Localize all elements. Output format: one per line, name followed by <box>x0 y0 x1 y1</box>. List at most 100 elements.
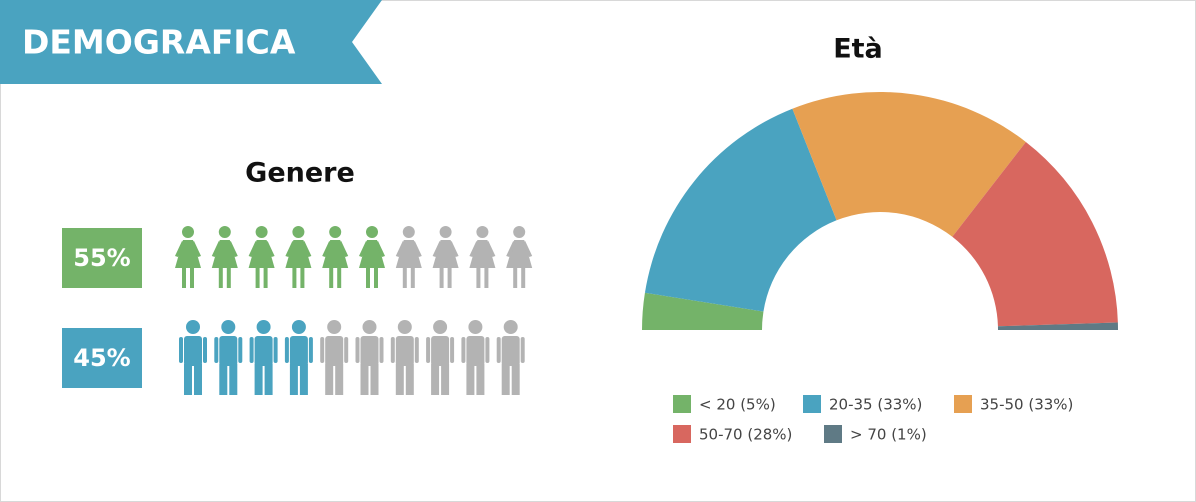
icon-arms <box>432 241 459 257</box>
icon-leg <box>194 364 202 395</box>
icon-arm <box>414 337 419 363</box>
icon-leg <box>501 364 510 395</box>
icon-head <box>503 320 518 334</box>
donut-slice <box>997 322 1118 330</box>
icon-arm <box>214 337 219 363</box>
legend-label: 50-70 (28%) <box>699 426 792 444</box>
icon-leg <box>360 364 369 395</box>
person-icon <box>390 320 419 395</box>
icon-arms <box>211 241 238 257</box>
icon-arm <box>249 337 254 363</box>
icon-arm <box>320 337 325 363</box>
icon-leg <box>405 364 414 395</box>
icon-leg <box>395 364 404 395</box>
person-icon <box>175 226 201 288</box>
icon-body <box>395 336 414 366</box>
icon-head <box>221 320 236 334</box>
icon-leg <box>337 267 342 288</box>
person-icon <box>322 226 349 288</box>
person-icon <box>214 320 243 395</box>
icon-body <box>466 336 485 366</box>
person-icon <box>284 320 313 395</box>
percent-label: 45% <box>73 344 130 372</box>
icon-leg <box>226 267 231 288</box>
icon-head <box>468 320 483 334</box>
person-icon <box>355 320 384 395</box>
icon-arm <box>179 337 183 363</box>
person-icon <box>285 226 312 288</box>
gender-title: Genere <box>245 158 355 189</box>
donut-slice <box>792 91 1026 237</box>
icon-arm <box>355 337 360 363</box>
icon-arm <box>203 337 207 363</box>
icon-arms <box>469 241 496 257</box>
icon-leg <box>441 364 450 395</box>
icon-arms <box>395 241 422 257</box>
icon-body <box>325 336 344 366</box>
legend-label: < 20 (5%) <box>699 396 776 414</box>
icon-body <box>501 336 520 366</box>
person-icon <box>461 320 490 395</box>
icon-leg <box>219 364 228 395</box>
icon-arm <box>485 337 490 363</box>
icon-leg <box>292 267 297 288</box>
icon-leg <box>466 364 475 395</box>
legend-swatch <box>803 395 821 413</box>
icon-arm <box>344 337 349 363</box>
icon-head <box>397 320 412 334</box>
person-icon <box>249 320 278 395</box>
icon-arms <box>248 241 275 257</box>
icon-leg <box>254 364 263 395</box>
person-icon <box>496 320 525 395</box>
icon-arms <box>359 241 385 257</box>
icon-leg <box>289 364 298 395</box>
icon-body <box>184 336 202 366</box>
icon-arm <box>308 337 313 363</box>
icon-body <box>431 336 450 366</box>
percent-box <box>62 228 142 288</box>
legend-label: 20-35 (33%) <box>829 396 922 414</box>
icon-leg <box>431 364 440 395</box>
icon-leg <box>476 267 481 288</box>
icon-arms <box>322 241 349 257</box>
icon-head <box>402 226 415 238</box>
header-ribbon <box>0 0 382 84</box>
icon-head <box>182 226 194 238</box>
percent-label: 55% <box>73 244 130 272</box>
icon-arm <box>390 337 395 363</box>
icon-arm <box>461 337 466 363</box>
donut-slice <box>644 108 837 312</box>
icon-head <box>255 226 268 238</box>
icon-arm <box>426 337 431 363</box>
icon-leg <box>484 267 489 288</box>
percent-box <box>62 328 142 388</box>
donut-slice <box>952 141 1118 327</box>
icon-body <box>289 336 308 366</box>
icon-leg <box>325 364 334 395</box>
donut-slice <box>642 292 764 330</box>
icon-leg <box>410 267 415 288</box>
icon-head <box>366 226 378 238</box>
person-icon <box>506 226 533 288</box>
icon-body <box>254 336 273 366</box>
icon-arms <box>285 241 312 257</box>
icon-arm <box>379 337 384 363</box>
icon-leg <box>335 364 344 395</box>
icon-head <box>439 226 452 238</box>
icon-leg <box>374 267 378 288</box>
icon-arm <box>284 337 289 363</box>
legend-swatch <box>673 395 691 413</box>
legend-swatch <box>824 425 842 443</box>
person-icon <box>320 320 349 395</box>
header-title: DEMOGRAFICA <box>22 23 296 62</box>
icon-leg <box>264 364 273 395</box>
icon-arm <box>273 337 278 363</box>
person-icon <box>211 226 238 288</box>
legend-swatch <box>954 395 972 413</box>
icon-arm <box>496 337 501 363</box>
icon-leg <box>511 364 520 395</box>
legend-label: > 70 (1%) <box>850 426 927 444</box>
icon-arm <box>238 337 243 363</box>
